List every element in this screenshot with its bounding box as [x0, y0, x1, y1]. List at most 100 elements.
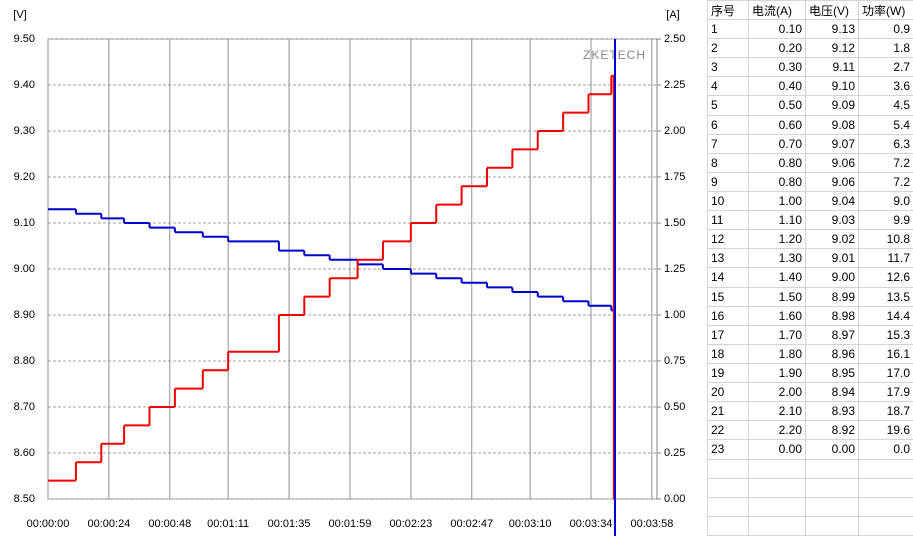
table-cell: 8.94 [805, 382, 859, 403]
column-header: 电压(V) [805, 0, 859, 20]
table-cell: 2.10 [748, 401, 806, 422]
table-cell: 9.0 [858, 190, 913, 212]
table-row: 19 1.90 8.95 17.0 [707, 362, 913, 384]
table-cell: 9.02 [805, 229, 859, 250]
table-cell: 9.08 [805, 114, 859, 135]
x-tick-label: 00:03:58 [631, 518, 674, 530]
table-cell: 1.70 [748, 324, 806, 345]
table-cell: 2.20 [748, 420, 806, 441]
table-cell: 8.97 [805, 324, 859, 345]
table-cell: 9.07 [805, 133, 859, 154]
y-tick-label: 8.90 [14, 309, 35, 321]
y2-tick-label: 2.00 [664, 125, 685, 137]
table-cell: 9.12 [805, 38, 859, 59]
table-cell: 0.40 [748, 76, 806, 97]
table-row: 16 1.60 8.98 14.4 [707, 305, 913, 326]
table-cell: 1.8 [858, 38, 913, 59]
table-row: 4 0.40 9.10 3.6 [707, 76, 913, 97]
table-cell: 12.6 [858, 267, 913, 288]
table-cell: 18.7 [858, 401, 913, 422]
table-cell: 5 [707, 95, 749, 116]
table-cell: 9.9 [858, 210, 913, 231]
table-cell: 1.30 [748, 248, 806, 269]
table-cell: 1.40 [748, 267, 806, 288]
table-cell: 1 [707, 18, 749, 40]
table-cell: 8 [707, 152, 749, 173]
table-cell: 8.98 [805, 305, 859, 326]
table-cell: 0.50 [748, 95, 806, 116]
table-cell: 1.80 [748, 343, 806, 364]
table-cell: 8.96 [805, 343, 859, 364]
column-header: 序号 [707, 0, 749, 20]
table-cell: 15.3 [858, 324, 913, 345]
table-row: 12 1.20 9.02 10.8 [707, 229, 913, 250]
table-cell: 2.00 [748, 382, 806, 403]
y-tick-label: 8.60 [14, 447, 35, 459]
x-tick-label: 00:03:34 [570, 518, 613, 530]
table-cell: 2 [707, 38, 749, 59]
empty-cell [858, 515, 913, 536]
y2-tick-label: 0.00 [664, 493, 685, 505]
table-cell: 0.0 [858, 439, 913, 460]
empty-cell [707, 496, 749, 517]
table-cell: 0.20 [748, 38, 806, 59]
table-cell: 0.30 [748, 57, 806, 78]
y-tick-label: 9.40 [14, 79, 35, 91]
table-cell: 1.20 [748, 229, 806, 250]
table-cell: 8.92 [805, 420, 859, 441]
watermark: ZKETECH [583, 48, 646, 62]
table-cell: 9.03 [805, 210, 859, 231]
table-row: 23 0.00 0.00 0.0 [707, 439, 913, 460]
data-table: 序号 电流(A) 电压(V) 功率(W) 1 0.10 9.13 0.9 2 0.20 9.12 1… [707, 0, 913, 536]
table-row: 6 0.60 9.08 5.4 [707, 114, 913, 135]
empty-cell [748, 477, 806, 498]
table-cell: 13 [707, 248, 749, 269]
y-unit: [V] [13, 9, 26, 21]
table-row: 7 0.70 9.07 6.3 [707, 133, 913, 154]
y-tick-label: 9.30 [14, 125, 35, 137]
table-cell: 11 [707, 210, 749, 231]
x-tick-label: 00:02:47 [450, 518, 493, 530]
table-row: 18 1.80 8.96 16.1 [707, 343, 913, 364]
table-cell: 1.50 [748, 286, 806, 307]
empty-cell [805, 496, 859, 517]
table-row: 14 1.40 9.00 12.6 [707, 267, 913, 288]
table-cell: 6.3 [858, 133, 913, 154]
x-tick-label: 00:01:59 [329, 518, 372, 530]
y2-tick-label: 1.25 [664, 263, 685, 275]
empty-cell [748, 458, 806, 479]
x-tick-label: 00:02:23 [389, 518, 432, 530]
table-cell: 13.5 [858, 286, 913, 307]
table-cell: 1.90 [748, 362, 806, 384]
table-cell: 19 [707, 362, 749, 384]
table-cell: 11.7 [858, 248, 913, 269]
table-cell: 9.09 [805, 95, 859, 116]
table-cell: 5.4 [858, 114, 913, 135]
table-cell: 0.60 [748, 114, 806, 135]
x-tick-label: 00:01:35 [268, 518, 311, 530]
table-cell: 22 [707, 420, 749, 441]
empty-cell [707, 477, 749, 498]
table-cell: 1.60 [748, 305, 806, 326]
y-tick-label: 8.70 [14, 401, 35, 413]
y-tick-label: 9.20 [14, 171, 35, 183]
x-tick-label: 00:00:48 [148, 518, 191, 530]
empty-cell [858, 496, 913, 517]
table-row: 3 0.30 9.11 2.7 [707, 57, 913, 78]
table-cell: 17.9 [858, 382, 913, 403]
table-cell: 2.7 [858, 57, 913, 78]
table-row: 2 0.20 9.12 1.8 [707, 38, 913, 59]
y-tick-label: 8.50 [14, 493, 35, 505]
y-tick-label: 9.10 [14, 217, 35, 229]
table-cell: 9.00 [805, 267, 859, 288]
y2-tick-label: 2.50 [664, 33, 685, 45]
table-cell: 6 [707, 114, 749, 135]
table-cell: 0.00 [748, 439, 806, 460]
y2-tick-label: 2.25 [664, 79, 685, 91]
column-header: 电流(A) [748, 0, 806, 20]
empty-cell [707, 458, 749, 479]
table-cell: 18 [707, 343, 749, 364]
table-cell: 14.4 [858, 305, 913, 326]
table-cell: 0.80 [748, 171, 806, 192]
table-row: 20 2.00 8.94 17.9 [707, 382, 913, 403]
